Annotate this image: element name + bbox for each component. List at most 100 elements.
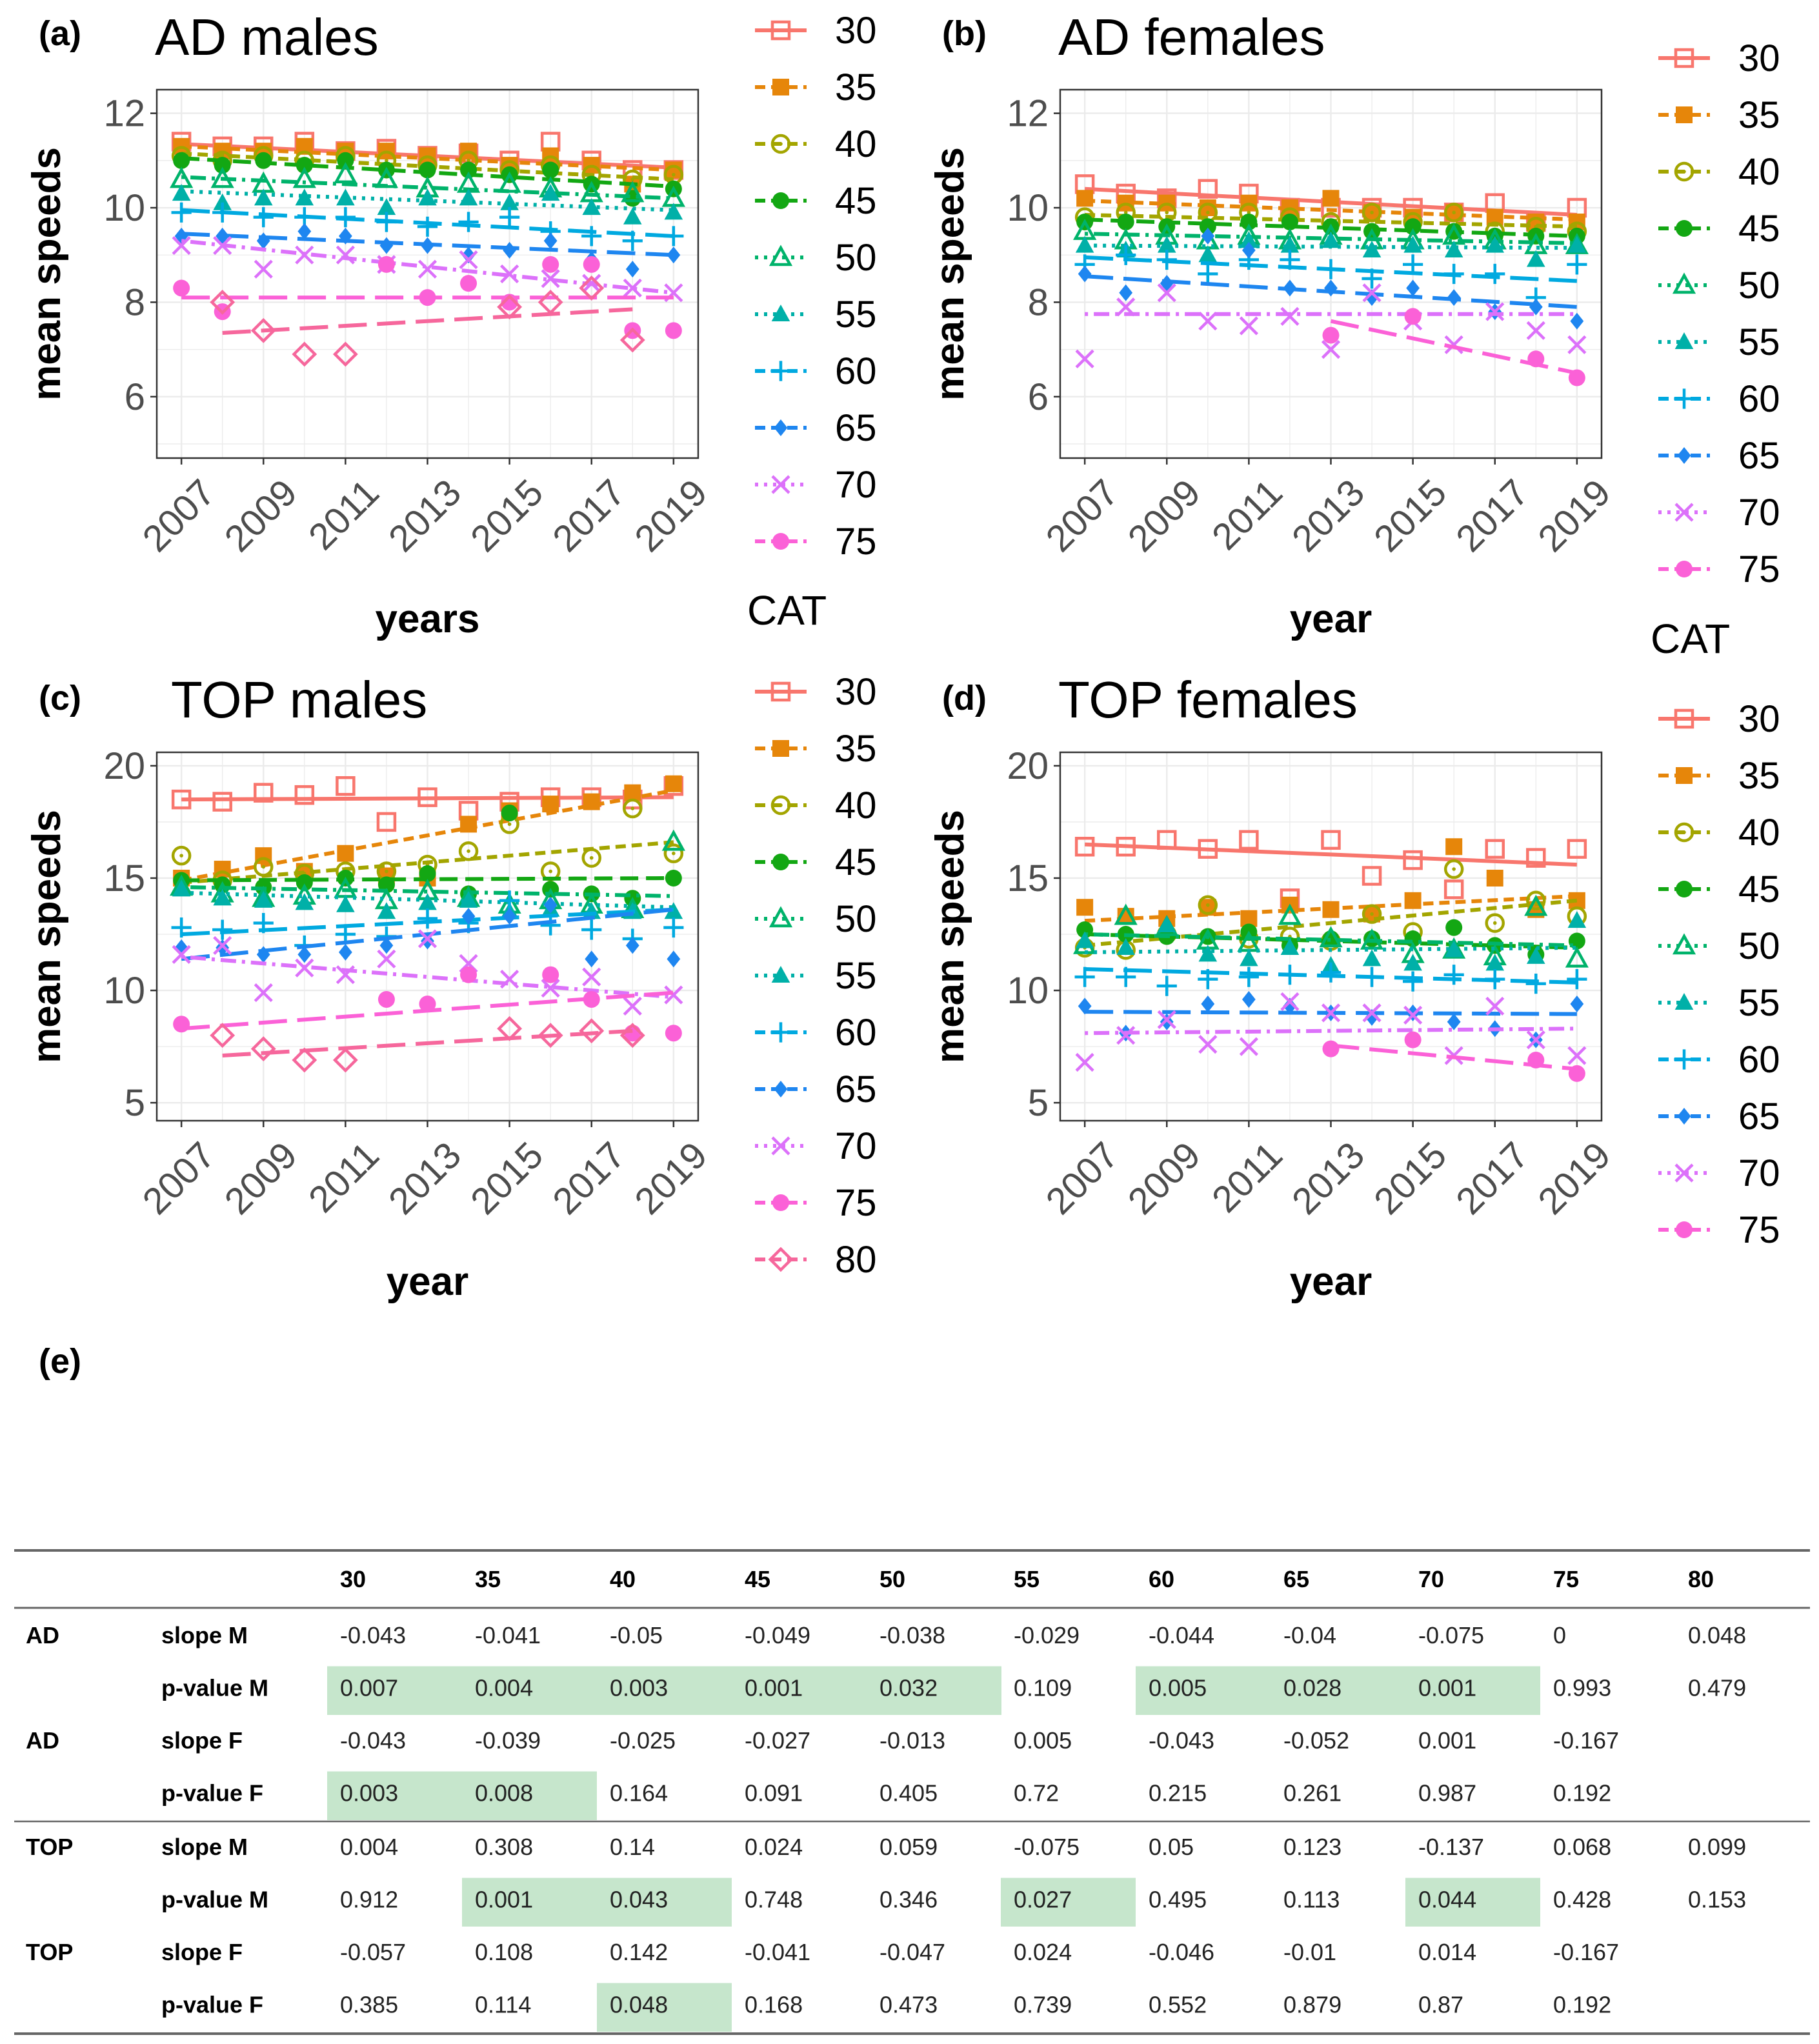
data-point-35 bbox=[542, 796, 559, 813]
legend-label: 75 bbox=[1738, 1209, 1780, 1251]
data-point-60 bbox=[1280, 965, 1300, 985]
legend-key-marker bbox=[772, 1194, 789, 1211]
series-65 bbox=[1078, 227, 1584, 330]
data-point-80 bbox=[579, 1018, 605, 1044]
data-point-70 bbox=[1567, 335, 1587, 354]
legend-key-marker bbox=[768, 1247, 794, 1272]
data-point-45 bbox=[665, 869, 682, 887]
data-point-40-center bbox=[385, 869, 388, 874]
data-point-45 bbox=[337, 152, 354, 169]
table-cell: 0.068 bbox=[1553, 1834, 1611, 1860]
data-point-60 bbox=[171, 917, 192, 938]
data-point-40-center bbox=[630, 807, 635, 810]
data-point-40 bbox=[171, 845, 192, 866]
data-point-60 bbox=[622, 230, 643, 251]
data-point-60 bbox=[663, 226, 684, 246]
data-point-65 bbox=[1241, 241, 1256, 259]
data-point-60 bbox=[1320, 259, 1342, 279]
data-point-70 bbox=[500, 264, 519, 284]
data-point-70 bbox=[582, 274, 601, 293]
data-point-65 bbox=[379, 937, 394, 954]
data-point-30 bbox=[1362, 866, 1382, 886]
table-cell: 0.739 bbox=[1014, 1992, 1072, 2018]
data-point-55 bbox=[1157, 235, 1176, 253]
table-cell: 0.005 bbox=[1149, 1675, 1207, 1701]
legend-key-marker-center bbox=[1682, 170, 1686, 174]
data-point-55 bbox=[295, 893, 314, 910]
legend-label: 50 bbox=[835, 237, 877, 279]
legend-label: 50 bbox=[835, 898, 877, 940]
data-point-45 bbox=[1281, 213, 1298, 230]
data-point-65 bbox=[1078, 997, 1092, 1015]
table-cell: 0.028 bbox=[1283, 1675, 1342, 1701]
legend-title: CAT bbox=[747, 587, 827, 634]
data-point-55 bbox=[1403, 235, 1422, 253]
table-cell: 0.001 bbox=[475, 1887, 533, 1913]
table-cell: 0.14 bbox=[610, 1834, 655, 1860]
data-point-55 bbox=[336, 188, 355, 206]
data-point-80 bbox=[250, 1036, 276, 1062]
table-cell: 0.405 bbox=[879, 1780, 938, 1807]
data-point-55 bbox=[172, 879, 191, 897]
x-tick-label: 2019 bbox=[627, 472, 715, 560]
legend-key-marker bbox=[771, 305, 790, 322]
data-point-75 bbox=[419, 995, 436, 1012]
data-point-70 bbox=[1321, 340, 1341, 359]
data-point-75 bbox=[1322, 326, 1340, 344]
data-point-65 bbox=[1283, 997, 1297, 1015]
data-point-70 bbox=[664, 985, 683, 1005]
data-point-40-center bbox=[385, 159, 388, 163]
data-point-60 bbox=[1362, 268, 1382, 289]
data-point-70 bbox=[377, 949, 396, 968]
data-point-60 bbox=[1403, 971, 1423, 992]
data-point-40-center bbox=[1165, 210, 1169, 215]
data-point-50 bbox=[661, 829, 685, 851]
x-tick-label: 2013 bbox=[381, 1134, 469, 1223]
data-point-65 bbox=[256, 946, 270, 963]
data-point-65 bbox=[1570, 995, 1584, 1012]
panel-label: (d) bbox=[942, 679, 987, 717]
table-row-label: slope M bbox=[161, 1622, 248, 1648]
stats-table: (e) 30 35 40 45 50 55 60 65 70 75 80 AD slope M -0.043… bbox=[14, 1342, 1810, 2035]
table-cell: 0.428 bbox=[1553, 1887, 1611, 1913]
table-cell: -0.04 bbox=[1283, 1622, 1336, 1648]
data-point-45 bbox=[173, 152, 190, 169]
data-point-65 bbox=[1529, 298, 1543, 316]
table-header-cell: 60 bbox=[1149, 1566, 1174, 1592]
data-point-65 bbox=[421, 237, 434, 254]
data-point-70 bbox=[1485, 302, 1505, 321]
data-point-55 bbox=[172, 184, 191, 201]
data-point-60 bbox=[1156, 976, 1177, 996]
legend-key-marker bbox=[1674, 503, 1694, 522]
table-cell: 0.552 bbox=[1149, 1992, 1207, 2018]
data-point-40-center bbox=[1206, 903, 1210, 907]
legend-key-marker bbox=[769, 245, 793, 266]
data-point-80 bbox=[210, 1023, 236, 1048]
data-point-55 bbox=[1362, 240, 1382, 257]
table-cell: 0.308 bbox=[475, 1834, 533, 1860]
data-point-30 bbox=[254, 783, 274, 803]
data-point-65 bbox=[1447, 1013, 1461, 1030]
data-point-35 bbox=[1404, 892, 1422, 909]
data-point-70 bbox=[1157, 1010, 1176, 1029]
y-axis-title: mean speeds bbox=[25, 147, 69, 401]
data-point-30 bbox=[171, 789, 192, 810]
data-point-40 bbox=[254, 857, 274, 877]
table-cell: -0.01 bbox=[1283, 1939, 1336, 1965]
table-header-cell: 65 bbox=[1283, 1566, 1309, 1592]
x-tick-label: 2011 bbox=[1204, 1134, 1291, 1221]
legend-label: 65 bbox=[1738, 1096, 1780, 1137]
data-point-35 bbox=[1076, 190, 1094, 207]
data-point-55 bbox=[1075, 235, 1094, 253]
table-row: p-value F 0.385 0.114 0.048 0.168 0.473 0.739 0… bbox=[161, 1983, 1611, 2032]
data-point-40 bbox=[1362, 904, 1382, 924]
legend-label: 45 bbox=[1738, 208, 1780, 250]
data-point-65 bbox=[338, 227, 352, 245]
data-point-70 bbox=[172, 235, 191, 256]
table-row-label: p-value M bbox=[161, 1675, 268, 1701]
table-cell: 0.001 bbox=[745, 1675, 803, 1701]
table-cell: 0.164 bbox=[610, 1780, 668, 1807]
table-cell: 0.748 bbox=[745, 1887, 803, 1913]
data-point-80 bbox=[292, 341, 317, 367]
data-point-60 bbox=[212, 919, 233, 940]
